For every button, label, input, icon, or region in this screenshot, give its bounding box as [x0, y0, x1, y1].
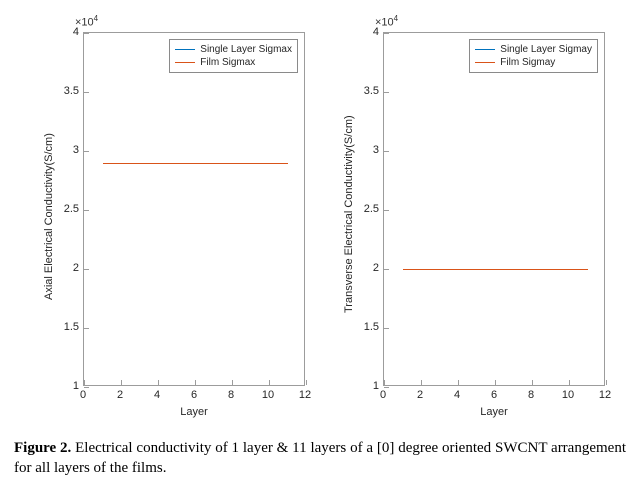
x-tick: [232, 380, 233, 385]
y-tick-label: 2: [55, 263, 79, 274]
figure-container: ×104Single Layer SigmaxFilm Sigmax024681…: [0, 0, 640, 485]
legend: Single Layer Sigmax Film Sigmax: [169, 39, 298, 73]
legend-entry: Single Layer Sigmay: [475, 43, 592, 56]
y-axis-label: Axial Electrical Conductivity(S/cm): [43, 133, 55, 300]
x-tick: [121, 380, 122, 385]
y-tick: [384, 387, 389, 388]
legend-entry: Film Sigmay: [475, 56, 592, 69]
caption-text: Electrical conductivity of 1 layer & 11 …: [14, 440, 626, 476]
x-tick-label: 10: [262, 390, 274, 401]
x-tick: [421, 380, 422, 385]
x-tick-label: 0: [380, 390, 386, 401]
y-tick: [384, 210, 389, 211]
x-tick-label: 2: [417, 390, 423, 401]
x-tick-label: 4: [454, 390, 460, 401]
x-tick: [84, 380, 85, 385]
y-tick-label: 1: [55, 381, 79, 392]
series-line: [103, 163, 288, 164]
x-axis-label: Layer: [180, 406, 208, 418]
x-tick-label: 12: [299, 390, 311, 401]
legend-label: Single Layer Sigmax: [200, 44, 292, 55]
y-tick: [84, 210, 89, 211]
x-tick-label: 0: [80, 390, 86, 401]
y-tick-label: 3.5: [355, 86, 379, 97]
legend-entry: Single Layer Sigmax: [175, 43, 292, 56]
plots-row: ×104Single Layer SigmaxFilm Sigmax024681…: [14, 10, 626, 430]
legend-entry: Film Sigmax: [175, 56, 292, 69]
legend-label: Film Sigmax: [200, 57, 255, 68]
x-tick: [606, 380, 607, 385]
y-tick-label: 1: [355, 381, 379, 392]
y-tick: [84, 33, 89, 34]
x-tick-label: 10: [562, 390, 574, 401]
legend-swatch: [175, 49, 195, 50]
x-tick: [458, 380, 459, 385]
caption-lead: Figure 2.: [14, 440, 71, 456]
x-tick-label: 8: [228, 390, 234, 401]
x-tick: [195, 380, 196, 385]
y-tick: [84, 328, 89, 329]
y-tick-label: 3.5: [55, 86, 79, 97]
x-tick: [495, 380, 496, 385]
y-tick: [84, 92, 89, 93]
y-tick: [384, 92, 389, 93]
y-tick: [84, 269, 89, 270]
y-tick-label: 4: [355, 27, 379, 38]
x-axis-label: Layer: [480, 406, 508, 418]
figure-caption: Figure 2. Electrical conductivity of 1 l…: [14, 438, 626, 479]
y-tick-label: 2: [355, 263, 379, 274]
y-tick: [384, 269, 389, 270]
legend-swatch: [475, 49, 495, 50]
right-plot: ×104Single Layer SigmayFilm Sigmay024681…: [321, 10, 619, 430]
series-line: [403, 269, 588, 270]
x-tick-label: 6: [191, 390, 197, 401]
x-tick: [532, 380, 533, 385]
x-tick-label: 12: [599, 390, 611, 401]
y-tick: [384, 33, 389, 34]
y-tick-label: 1.5: [355, 322, 379, 333]
x-tick: [269, 380, 270, 385]
y-axis-label: Transverse Electrical Conductivity(S/cm): [343, 115, 355, 313]
x-tick: [158, 380, 159, 385]
legend: Single Layer Sigmay Film Sigmay: [469, 39, 598, 73]
y-tick: [384, 151, 389, 152]
y-tick: [84, 387, 89, 388]
y-tick-label: 2.5: [355, 204, 379, 215]
y-tick: [84, 151, 89, 152]
y-tick-label: 2.5: [55, 204, 79, 215]
legend-label: Single Layer Sigmay: [500, 44, 592, 55]
x-tick: [384, 380, 385, 385]
x-tick-label: 6: [491, 390, 497, 401]
y-tick-label: 4: [55, 27, 79, 38]
y-tick-label: 3: [55, 145, 79, 156]
legend-swatch: [175, 62, 195, 63]
x-tick-label: 8: [528, 390, 534, 401]
x-tick: [569, 380, 570, 385]
y-tick-label: 3: [355, 145, 379, 156]
y-tick-label: 1.5: [55, 322, 79, 333]
y-tick: [384, 328, 389, 329]
legend-swatch: [475, 62, 495, 63]
axes-area: Single Layer Sigmay Film Sigmay: [383, 32, 605, 386]
x-tick-label: 4: [154, 390, 160, 401]
axes-area: Single Layer Sigmax Film Sigmax: [83, 32, 305, 386]
x-tick: [306, 380, 307, 385]
legend-label: Film Sigmay: [500, 57, 555, 68]
left-plot: ×104Single Layer SigmaxFilm Sigmax024681…: [21, 10, 319, 430]
x-tick-label: 2: [117, 390, 123, 401]
